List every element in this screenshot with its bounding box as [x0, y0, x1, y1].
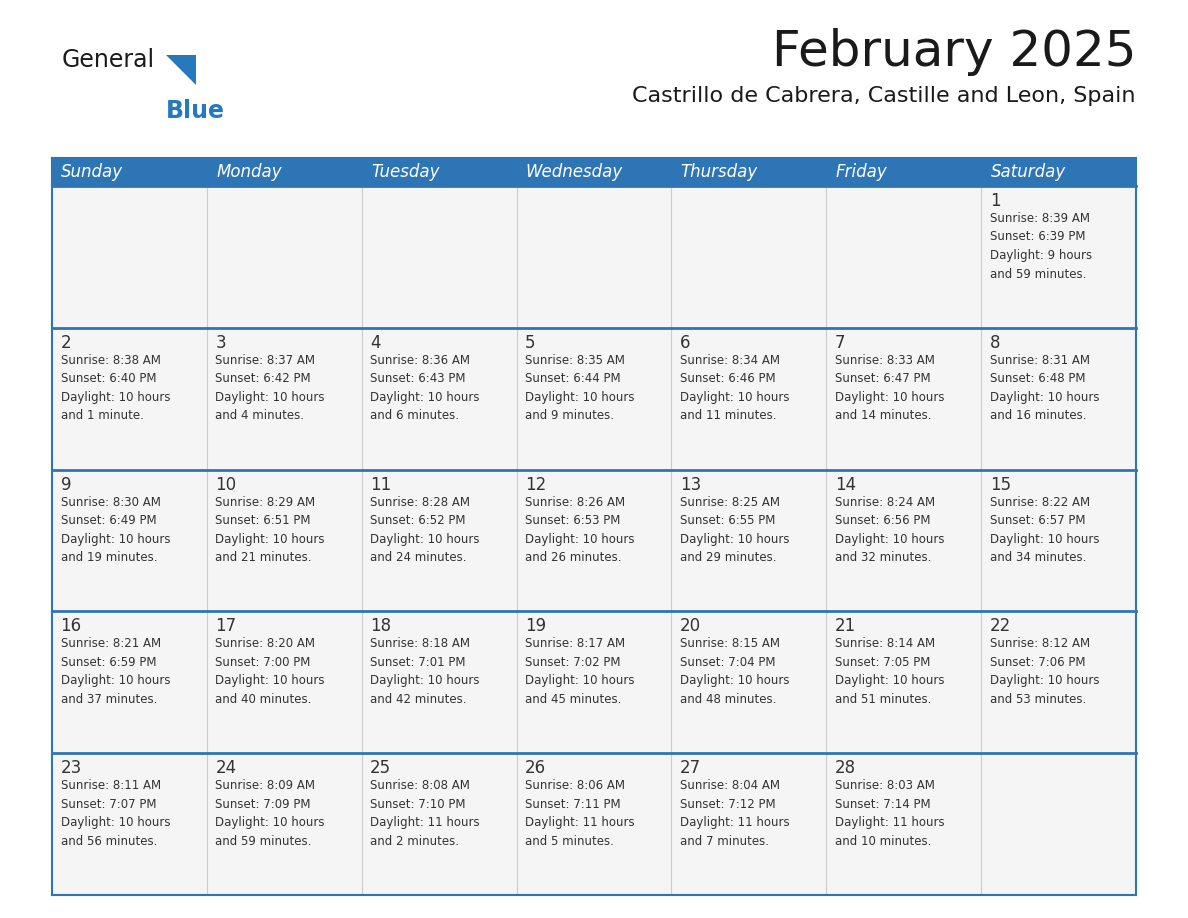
Text: Castrillo de Cabrera, Castille and Leon, Spain: Castrillo de Cabrera, Castille and Leon,… — [632, 86, 1136, 106]
Text: Sunrise: 8:14 AM
Sunset: 7:05 PM
Daylight: 10 hours
and 51 minutes.: Sunrise: 8:14 AM Sunset: 7:05 PM Dayligh… — [835, 637, 944, 706]
Text: 23: 23 — [61, 759, 82, 778]
Text: Sunrise: 8:06 AM
Sunset: 7:11 PM
Daylight: 11 hours
and 5 minutes.: Sunrise: 8:06 AM Sunset: 7:11 PM Dayligh… — [525, 779, 634, 847]
Text: Monday: Monday — [216, 163, 282, 181]
Text: Sunrise: 8:36 AM
Sunset: 6:43 PM
Daylight: 10 hours
and 6 minutes.: Sunrise: 8:36 AM Sunset: 6:43 PM Dayligh… — [371, 353, 480, 422]
Text: Saturday: Saturday — [991, 163, 1066, 181]
Text: 3: 3 — [215, 334, 226, 352]
Text: Sunrise: 8:15 AM
Sunset: 7:04 PM
Daylight: 10 hours
and 48 minutes.: Sunrise: 8:15 AM Sunset: 7:04 PM Dayligh… — [680, 637, 790, 706]
Text: Sunrise: 8:04 AM
Sunset: 7:12 PM
Daylight: 11 hours
and 7 minutes.: Sunrise: 8:04 AM Sunset: 7:12 PM Dayligh… — [680, 779, 790, 847]
Polygon shape — [166, 55, 196, 85]
Bar — [52, 158, 1136, 186]
Text: Sunrise: 8:03 AM
Sunset: 7:14 PM
Daylight: 11 hours
and 10 minutes.: Sunrise: 8:03 AM Sunset: 7:14 PM Dayligh… — [835, 779, 944, 847]
Text: 9: 9 — [61, 476, 71, 494]
Text: Sunrise: 8:20 AM
Sunset: 7:00 PM
Daylight: 10 hours
and 40 minutes.: Sunrise: 8:20 AM Sunset: 7:00 PM Dayligh… — [215, 637, 324, 706]
Bar — [52, 753, 1136, 895]
Text: Sunrise: 8:26 AM
Sunset: 6:53 PM
Daylight: 10 hours
and 26 minutes.: Sunrise: 8:26 AM Sunset: 6:53 PM Dayligh… — [525, 496, 634, 564]
Text: Sunrise: 8:11 AM
Sunset: 7:07 PM
Daylight: 10 hours
and 56 minutes.: Sunrise: 8:11 AM Sunset: 7:07 PM Dayligh… — [61, 779, 170, 847]
Bar — [52, 470, 1136, 611]
Text: 24: 24 — [215, 759, 236, 778]
Text: 15: 15 — [990, 476, 1011, 494]
Bar — [52, 611, 1136, 753]
Text: 25: 25 — [371, 759, 391, 778]
Text: 4: 4 — [371, 334, 380, 352]
Text: Sunrise: 8:25 AM
Sunset: 6:55 PM
Daylight: 10 hours
and 29 minutes.: Sunrise: 8:25 AM Sunset: 6:55 PM Dayligh… — [680, 496, 790, 564]
Text: 14: 14 — [835, 476, 855, 494]
Text: 22: 22 — [990, 618, 1011, 635]
Text: Sunrise: 8:12 AM
Sunset: 7:06 PM
Daylight: 10 hours
and 53 minutes.: Sunrise: 8:12 AM Sunset: 7:06 PM Dayligh… — [990, 637, 1099, 706]
Text: Sunrise: 8:08 AM
Sunset: 7:10 PM
Daylight: 11 hours
and 2 minutes.: Sunrise: 8:08 AM Sunset: 7:10 PM Dayligh… — [371, 779, 480, 847]
Text: Sunrise: 8:30 AM
Sunset: 6:49 PM
Daylight: 10 hours
and 19 minutes.: Sunrise: 8:30 AM Sunset: 6:49 PM Dayligh… — [61, 496, 170, 564]
Text: Sunrise: 8:38 AM
Sunset: 6:40 PM
Daylight: 10 hours
and 1 minute.: Sunrise: 8:38 AM Sunset: 6:40 PM Dayligh… — [61, 353, 170, 422]
Text: Tuesday: Tuesday — [371, 163, 440, 181]
Text: Friday: Friday — [835, 163, 887, 181]
Text: Sunrise: 8:28 AM
Sunset: 6:52 PM
Daylight: 10 hours
and 24 minutes.: Sunrise: 8:28 AM Sunset: 6:52 PM Dayligh… — [371, 496, 480, 564]
Text: Thursday: Thursday — [681, 163, 758, 181]
Text: Sunrise: 8:31 AM
Sunset: 6:48 PM
Daylight: 10 hours
and 16 minutes.: Sunrise: 8:31 AM Sunset: 6:48 PM Dayligh… — [990, 353, 1099, 422]
Text: 2: 2 — [61, 334, 71, 352]
Text: 20: 20 — [680, 618, 701, 635]
Text: 27: 27 — [680, 759, 701, 778]
Bar — [52, 186, 1136, 328]
Text: 5: 5 — [525, 334, 536, 352]
Text: 21: 21 — [835, 618, 857, 635]
Text: Sunrise: 8:35 AM
Sunset: 6:44 PM
Daylight: 10 hours
and 9 minutes.: Sunrise: 8:35 AM Sunset: 6:44 PM Dayligh… — [525, 353, 634, 422]
Text: Sunrise: 8:34 AM
Sunset: 6:46 PM
Daylight: 10 hours
and 11 minutes.: Sunrise: 8:34 AM Sunset: 6:46 PM Dayligh… — [680, 353, 790, 422]
Text: Wednesday: Wednesday — [526, 163, 624, 181]
Text: Sunrise: 8:17 AM
Sunset: 7:02 PM
Daylight: 10 hours
and 45 minutes.: Sunrise: 8:17 AM Sunset: 7:02 PM Dayligh… — [525, 637, 634, 706]
Text: 18: 18 — [371, 618, 391, 635]
Text: 13: 13 — [680, 476, 701, 494]
Text: 16: 16 — [61, 618, 82, 635]
Text: 6: 6 — [680, 334, 690, 352]
Text: Sunrise: 8:33 AM
Sunset: 6:47 PM
Daylight: 10 hours
and 14 minutes.: Sunrise: 8:33 AM Sunset: 6:47 PM Dayligh… — [835, 353, 944, 422]
Text: 7: 7 — [835, 334, 846, 352]
Bar — [52, 328, 1136, 470]
Text: 8: 8 — [990, 334, 1000, 352]
Text: Sunrise: 8:39 AM
Sunset: 6:39 PM
Daylight: 9 hours
and 59 minutes.: Sunrise: 8:39 AM Sunset: 6:39 PM Dayligh… — [990, 212, 1092, 281]
Text: Blue: Blue — [166, 99, 225, 123]
Text: Sunrise: 8:29 AM
Sunset: 6:51 PM
Daylight: 10 hours
and 21 minutes.: Sunrise: 8:29 AM Sunset: 6:51 PM Dayligh… — [215, 496, 324, 564]
Text: 10: 10 — [215, 476, 236, 494]
Text: Sunrise: 8:21 AM
Sunset: 6:59 PM
Daylight: 10 hours
and 37 minutes.: Sunrise: 8:21 AM Sunset: 6:59 PM Dayligh… — [61, 637, 170, 706]
Text: Sunrise: 8:18 AM
Sunset: 7:01 PM
Daylight: 10 hours
and 42 minutes.: Sunrise: 8:18 AM Sunset: 7:01 PM Dayligh… — [371, 637, 480, 706]
Text: Sunrise: 8:22 AM
Sunset: 6:57 PM
Daylight: 10 hours
and 34 minutes.: Sunrise: 8:22 AM Sunset: 6:57 PM Dayligh… — [990, 496, 1099, 564]
Text: Sunrise: 8:09 AM
Sunset: 7:09 PM
Daylight: 10 hours
and 59 minutes.: Sunrise: 8:09 AM Sunset: 7:09 PM Dayligh… — [215, 779, 324, 847]
Text: February 2025: February 2025 — [771, 28, 1136, 76]
Text: 26: 26 — [525, 759, 546, 778]
Text: 19: 19 — [525, 618, 546, 635]
Text: Sunrise: 8:37 AM
Sunset: 6:42 PM
Daylight: 10 hours
and 4 minutes.: Sunrise: 8:37 AM Sunset: 6:42 PM Dayligh… — [215, 353, 324, 422]
Text: 17: 17 — [215, 618, 236, 635]
Text: General: General — [62, 48, 156, 72]
Text: 1: 1 — [990, 192, 1000, 210]
Text: Sunrise: 8:24 AM
Sunset: 6:56 PM
Daylight: 10 hours
and 32 minutes.: Sunrise: 8:24 AM Sunset: 6:56 PM Dayligh… — [835, 496, 944, 564]
Text: 11: 11 — [371, 476, 392, 494]
Text: 28: 28 — [835, 759, 855, 778]
Text: Sunday: Sunday — [62, 163, 124, 181]
Text: 12: 12 — [525, 476, 546, 494]
